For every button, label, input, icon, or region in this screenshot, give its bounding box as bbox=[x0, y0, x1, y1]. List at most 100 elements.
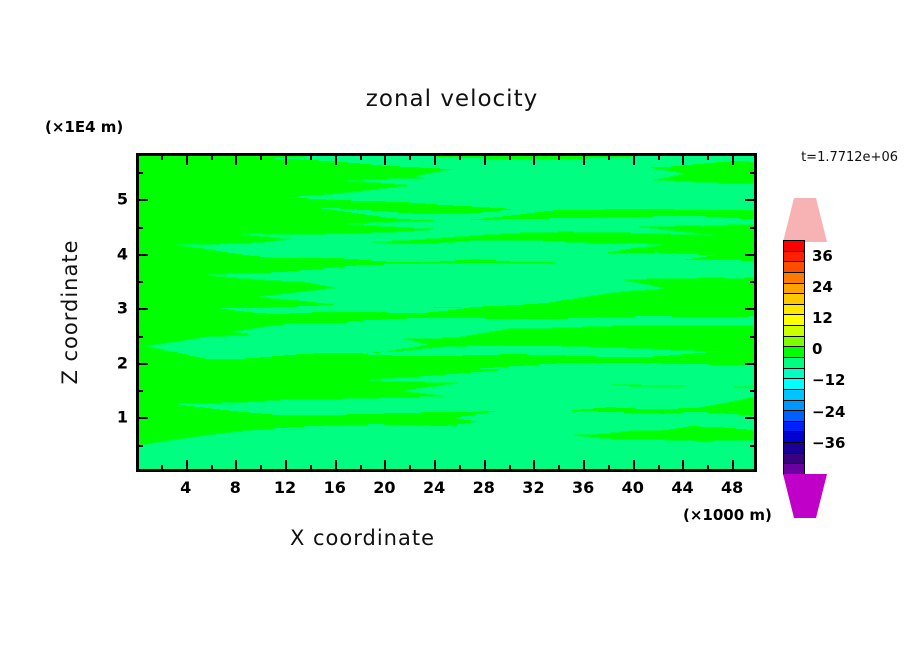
tick-mark bbox=[235, 460, 237, 472]
y-tick-label: 2 bbox=[116, 353, 128, 373]
x-tick-label: 44 bbox=[671, 478, 694, 497]
y-tick-label: 3 bbox=[116, 298, 128, 318]
tick-mark bbox=[136, 308, 148, 310]
x-tick-label: 24 bbox=[422, 478, 446, 497]
contour-plot-area bbox=[136, 153, 757, 472]
tick-mark bbox=[682, 460, 684, 472]
colorbar-tick-label: −12 bbox=[812, 371, 846, 390]
tick-mark bbox=[509, 465, 511, 472]
page-title: zonal velocity bbox=[365, 86, 539, 112]
colorbar-under-arrow bbox=[783, 474, 827, 518]
tick-mark bbox=[745, 363, 757, 365]
tick-mark bbox=[186, 153, 188, 165]
tick-mark bbox=[235, 153, 237, 165]
tick-mark bbox=[750, 390, 757, 392]
tick-mark bbox=[484, 153, 486, 165]
tick-mark bbox=[335, 153, 337, 165]
tick-mark bbox=[136, 445, 143, 447]
tick-mark bbox=[285, 460, 287, 472]
tick-mark bbox=[484, 460, 486, 472]
tick-mark bbox=[745, 417, 757, 419]
tick-mark bbox=[136, 227, 143, 229]
tick-mark bbox=[583, 153, 585, 165]
colorbar-tick-label: 12 bbox=[812, 309, 833, 327]
x-tick-label: 4 bbox=[180, 478, 192, 497]
x-tick-label: 32 bbox=[522, 478, 545, 497]
tick-mark bbox=[633, 460, 635, 472]
tick-mark bbox=[682, 153, 684, 165]
y-tick-label: 1 bbox=[116, 407, 128, 427]
tick-mark bbox=[459, 153, 461, 160]
tick-mark bbox=[732, 153, 734, 165]
tick-mark bbox=[136, 172, 143, 174]
tick-mark bbox=[260, 465, 262, 472]
tick-mark bbox=[750, 445, 757, 447]
tick-mark bbox=[211, 153, 213, 160]
tick-mark bbox=[136, 254, 148, 256]
tick-mark bbox=[750, 336, 757, 338]
colorbar-tick-label: −24 bbox=[812, 402, 846, 421]
tick-mark bbox=[136, 336, 143, 338]
tick-mark bbox=[509, 153, 511, 160]
tick-mark bbox=[583, 460, 585, 472]
tick-mark bbox=[136, 281, 143, 283]
tick-mark bbox=[434, 460, 436, 472]
y-axis-unit-label: (×1E4 m) bbox=[45, 118, 124, 136]
x-tick-label: 40 bbox=[621, 478, 644, 497]
tick-mark bbox=[533, 460, 535, 472]
tick-mark bbox=[533, 153, 535, 165]
colorbar-tick-label: 0 bbox=[812, 340, 823, 359]
tick-mark bbox=[136, 390, 143, 392]
tick-mark bbox=[750, 227, 757, 229]
tick-mark bbox=[136, 417, 148, 419]
tick-mark bbox=[360, 153, 362, 160]
tick-mark bbox=[211, 465, 213, 472]
tick-mark bbox=[161, 465, 163, 472]
y-tick-label: 4 bbox=[116, 244, 128, 264]
tick-mark bbox=[750, 281, 757, 283]
x-tick-label: 8 bbox=[229, 478, 241, 497]
x-axis-title: X coordinate bbox=[289, 526, 436, 550]
y-tick-label: 5 bbox=[116, 189, 128, 209]
tick-mark bbox=[136, 363, 148, 365]
x-axis-unit-label: (×1000 m) bbox=[683, 506, 772, 524]
tick-mark bbox=[707, 465, 709, 472]
tick-mark bbox=[608, 153, 610, 160]
tick-mark bbox=[750, 172, 757, 174]
tick-mark bbox=[260, 153, 262, 160]
colorbar-tick-label: 24 bbox=[812, 277, 833, 296]
x-tick-label: 36 bbox=[571, 478, 595, 497]
tick-mark bbox=[384, 153, 386, 165]
tick-mark bbox=[409, 465, 411, 472]
field-raster bbox=[139, 156, 754, 469]
tick-mark bbox=[745, 308, 757, 310]
tick-mark bbox=[608, 465, 610, 472]
timestamp-annotation: t=1.7712e+06 bbox=[801, 150, 898, 165]
tick-mark bbox=[161, 153, 163, 160]
colorbar-tick-label: 36 bbox=[812, 246, 833, 265]
tick-mark bbox=[434, 153, 436, 165]
tick-mark bbox=[186, 460, 188, 472]
tick-mark bbox=[745, 199, 757, 201]
x-tick-label: 28 bbox=[472, 478, 495, 497]
tick-mark bbox=[285, 153, 287, 165]
colorbar-over-arrow bbox=[783, 198, 827, 242]
tick-mark bbox=[745, 254, 757, 256]
tick-mark bbox=[409, 153, 411, 160]
x-tick-label: 16 bbox=[323, 478, 346, 497]
tick-mark bbox=[384, 460, 386, 472]
velocity-field-canvas bbox=[139, 156, 754, 469]
tick-mark bbox=[707, 153, 709, 160]
x-tick-label: 48 bbox=[721, 478, 744, 497]
x-tick-label: 12 bbox=[273, 478, 297, 497]
tick-mark bbox=[310, 465, 312, 472]
tick-mark bbox=[658, 153, 660, 160]
tick-mark bbox=[558, 465, 560, 472]
tick-mark bbox=[658, 465, 660, 472]
tick-mark bbox=[136, 199, 148, 201]
x-tick-label: 20 bbox=[373, 478, 396, 497]
tick-mark bbox=[459, 465, 461, 472]
tick-mark bbox=[310, 153, 312, 160]
tick-mark bbox=[732, 460, 734, 472]
colorbar-tick-label: −36 bbox=[812, 433, 846, 452]
